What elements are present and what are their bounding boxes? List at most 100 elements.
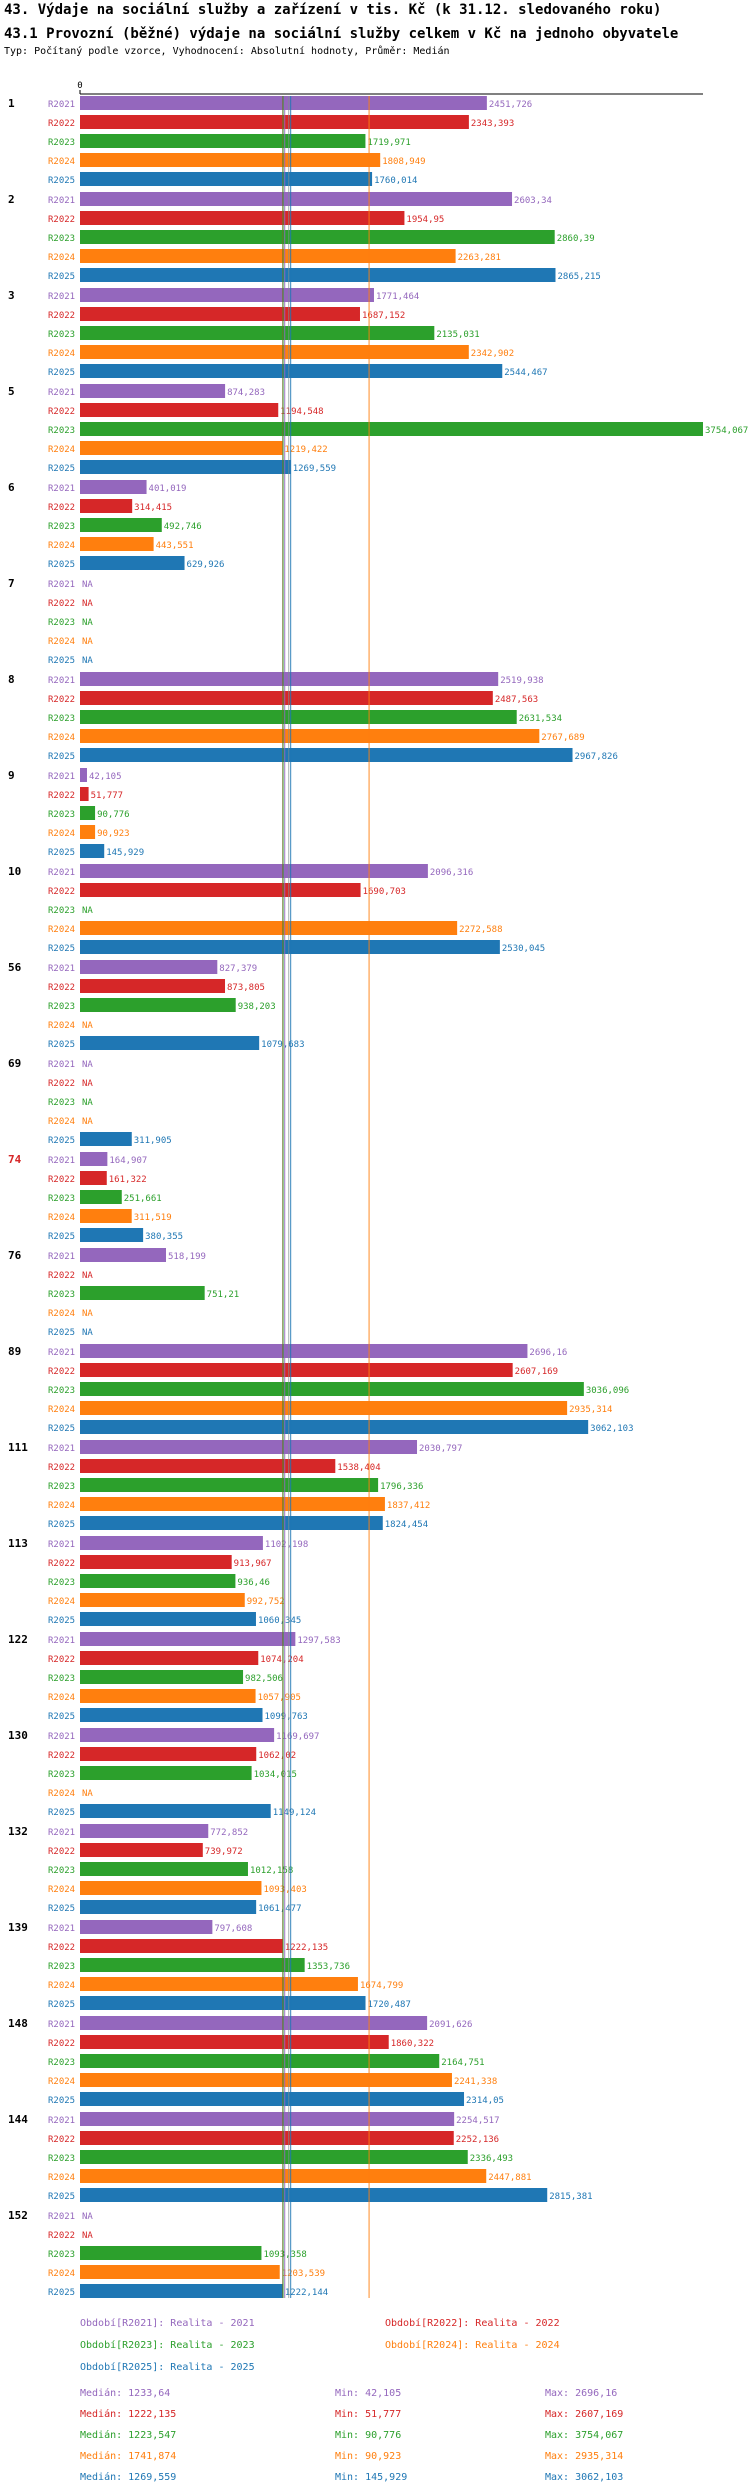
bar-89-R2024 xyxy=(80,1401,568,1415)
series-label: R2024 xyxy=(48,349,75,359)
bar-144-R2022 xyxy=(80,2131,454,2145)
series-label: R2021 xyxy=(48,196,75,206)
bar-3-R2024 xyxy=(80,345,469,359)
series-label: R2023 xyxy=(48,522,75,532)
bar-2-R2025 xyxy=(80,268,556,282)
legend-max-R2024: Max: 2935,314 xyxy=(545,2451,624,2462)
bar-89-R2025 xyxy=(80,1420,589,1434)
series-label: R2025 xyxy=(48,1904,75,1914)
bar-10-R2024 xyxy=(80,921,458,935)
series-label: R2023 xyxy=(48,426,75,436)
series-label: R2024 xyxy=(48,2269,75,2279)
series-label: R2024 xyxy=(48,2077,75,2087)
bar-9-R2024 xyxy=(80,825,96,839)
series-label: R2023 xyxy=(48,810,75,820)
series-label: R2022 xyxy=(48,1463,75,1473)
data-label-69-R2024: NA xyxy=(82,1117,93,1127)
series-label: R2023 xyxy=(48,906,75,916)
series-label: R2022 xyxy=(48,1271,75,1281)
series-label: R2024 xyxy=(48,1981,75,1991)
series-label: R2025 xyxy=(48,464,75,474)
series-label: R2023 xyxy=(48,1002,75,1012)
data-label-9-R2022: 51,777 xyxy=(91,791,124,801)
data-label-122-R2021: 1297,583 xyxy=(297,1636,340,1646)
data-label-148-R2021: 2091,626 xyxy=(429,2020,472,2030)
series-label: R2023 xyxy=(48,714,75,724)
bar-5-R2023 xyxy=(80,422,703,436)
bar-122-R2025 xyxy=(80,1708,263,1722)
bar-132-R2024 xyxy=(80,1881,262,1895)
data-label-7-R2025: NA xyxy=(82,656,93,666)
bar-56-R2025 xyxy=(80,1036,260,1050)
series-label: R2021 xyxy=(48,1156,75,1166)
series-label: R2022 xyxy=(48,2135,75,2145)
series-label: R2023 xyxy=(48,234,75,244)
series-label: R2025 xyxy=(48,2192,75,2202)
series-label: R2024 xyxy=(48,1021,75,1031)
legend-min-R2022: Min: 51,777 xyxy=(335,2409,402,2420)
series-label: R2021 xyxy=(48,1444,75,1454)
data-label-89-R2025: 3062,103 xyxy=(590,1424,633,1434)
series-label: R2022 xyxy=(48,1559,75,1569)
data-label-1-R2023: 1719,971 xyxy=(367,138,410,148)
data-label-56-R2024: NA xyxy=(82,1021,93,1031)
data-label-144-R2023: 2336,493 xyxy=(470,2154,513,2164)
series-label: R2024 xyxy=(48,253,75,263)
bar-3-R2022 xyxy=(80,307,360,321)
data-label-2-R2023: 2860,39 xyxy=(557,234,595,244)
bar-148-R2022 xyxy=(80,2035,389,2049)
legend-max-R2022: Max: 2607,169 xyxy=(545,2409,624,2420)
data-label-7-R2022: NA xyxy=(82,599,93,609)
data-label-111-R2024: 1837,412 xyxy=(387,1501,430,1511)
data-label-122-R2024: 1057,905 xyxy=(258,1693,301,1703)
data-label-113-R2022: 913,967 xyxy=(234,1559,272,1569)
series-label: R2022 xyxy=(48,983,75,993)
series-label: R2021 xyxy=(48,2116,75,2126)
series-label: R2023 xyxy=(48,1098,75,1108)
series-label: R2025 xyxy=(48,1328,75,1338)
series-label: R2021 xyxy=(48,1540,75,1550)
bar-74-R2021 xyxy=(80,1152,108,1166)
bar-122-R2021 xyxy=(80,1632,296,1646)
bar-152-R2024 xyxy=(80,2265,280,2279)
data-label-139-R2023: 1353,736 xyxy=(307,1962,350,1972)
data-label-152-R2021: NA xyxy=(82,2212,93,2222)
chart-title: 43. Výdaje na sociální služby a zařízení… xyxy=(4,2,662,18)
series-label: R2021 xyxy=(48,100,75,110)
series-label: R2025 xyxy=(48,2288,75,2298)
series-label: R2021 xyxy=(48,1348,75,1358)
data-label-132-R2023: 1012,158 xyxy=(250,1866,293,1876)
legend-period-R2024: Období[R2024]: Realita - 2024 xyxy=(385,2340,560,2351)
series-label: R2022 xyxy=(48,215,75,225)
group-label-5: 5 xyxy=(8,385,15,398)
bar-122-R2024 xyxy=(80,1689,256,1703)
series-label: R2021 xyxy=(48,772,75,782)
group-label-144: 144 xyxy=(8,2113,28,2126)
bar-113-R2023 xyxy=(80,1574,236,1588)
data-label-130-R2023: 1034,015 xyxy=(254,1770,297,1780)
bar-1-R2025 xyxy=(80,172,373,186)
bar-5-R2025 xyxy=(80,460,291,474)
bar-89-R2021 xyxy=(80,1344,528,1358)
series-label: R2025 xyxy=(48,1040,75,1050)
data-label-69-R2023: NA xyxy=(82,1098,93,1108)
series-label: R2023 xyxy=(48,618,75,628)
bar-152-R2023 xyxy=(80,2246,262,2260)
data-label-139-R2022: 1222,135 xyxy=(285,1943,328,1953)
bar-56-R2022 xyxy=(80,979,226,993)
data-label-74-R2023: 251,661 xyxy=(124,1194,162,1204)
series-label: R2024 xyxy=(48,1309,75,1319)
group-label-9: 9 xyxy=(8,769,15,782)
data-label-113-R2023: 936,46 xyxy=(237,1578,270,1588)
data-label-113-R2024: 992,752 xyxy=(247,1597,285,1607)
chart-subtitle: 43.1 Provozní (běžné) výdaje na sociální… xyxy=(4,26,679,42)
series-label: R2025 xyxy=(48,1808,75,1818)
group-label-152: 152 xyxy=(8,2209,28,2222)
series-label: R2021 xyxy=(48,1636,75,1646)
bar-5-R2024 xyxy=(80,441,283,455)
series-label: R2021 xyxy=(48,868,75,878)
data-label-89-R2024: 2935,314 xyxy=(569,1405,612,1415)
bar-148-R2023 xyxy=(80,2054,440,2068)
legend-period-R2023: Období[R2023]: Realita - 2023 xyxy=(80,2340,255,2351)
series-label: R2024 xyxy=(48,1789,75,1799)
